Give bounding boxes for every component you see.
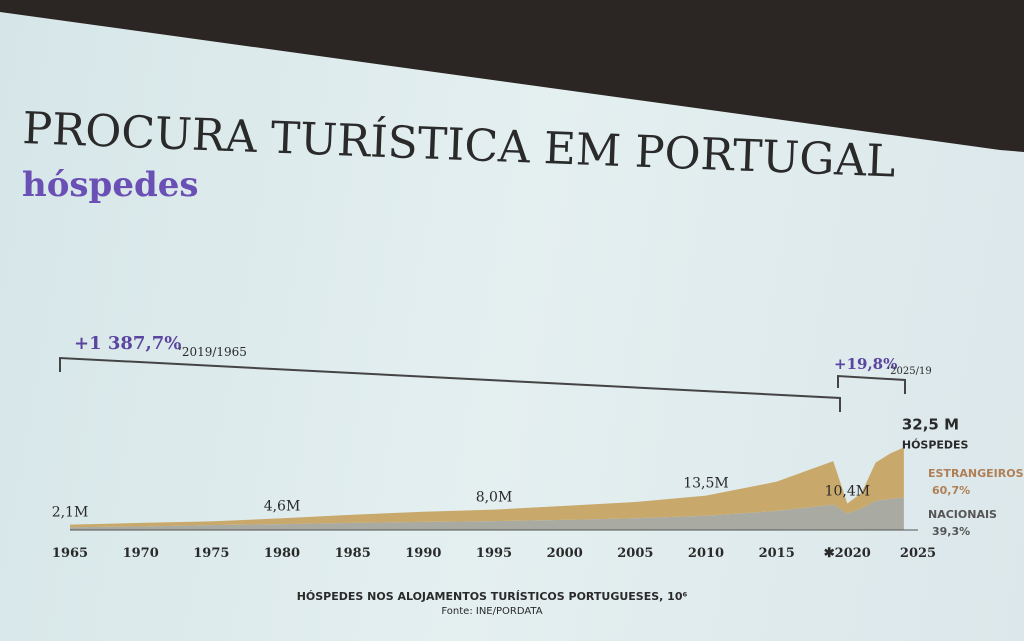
x-tick-label: 1965 xyxy=(52,546,88,561)
growth-annotation: +1 387,7% xyxy=(74,333,181,354)
legend-share: 60,7% xyxy=(932,484,970,497)
chart-subtitle: hóspedes xyxy=(22,165,199,205)
x-tick-label: 1985 xyxy=(335,546,371,561)
x-tick-label: 2010 xyxy=(688,546,724,561)
x-axis-title: HÓSPEDES NOS ALOJAMENTOS TURÍSTICOS PORT… xyxy=(297,590,688,603)
bracket xyxy=(59,356,841,412)
growth-period: ‘2025/19 xyxy=(887,366,932,377)
x-tick-label: 1990 xyxy=(405,546,441,561)
value-label: 2,1M xyxy=(52,505,89,521)
x-tick-label: 2025 xyxy=(900,546,936,561)
value-label: 10,4M xyxy=(825,484,871,500)
value-label: 8,0M xyxy=(476,490,513,506)
x-tick-label: 1975 xyxy=(193,546,229,561)
area xyxy=(70,497,904,530)
value-label: 4,6M xyxy=(264,498,301,514)
x-tick-label: 1970 xyxy=(123,546,159,561)
x-tick-label: ✱2020 xyxy=(824,546,871,561)
source: Fonte: INE/PORDATA xyxy=(441,606,542,617)
x-tick-label: 2015 xyxy=(759,546,795,561)
legend-share: 39,3% xyxy=(932,525,970,538)
area xyxy=(70,447,904,528)
legend-label: NACIONAIS xyxy=(928,508,997,521)
growth-period: ‘2019/1965 xyxy=(178,345,247,359)
x-tick-label: 1980 xyxy=(264,546,300,561)
growth-annotation: +19,8% xyxy=(834,355,897,373)
total-unit: HÓSPEDES xyxy=(902,438,969,451)
total-label: 32,5 M xyxy=(902,415,959,433)
x-tick-label: 2000 xyxy=(547,546,583,561)
legend-label: ESTRANGEIROS xyxy=(928,467,1024,480)
x-tick-label: 1995 xyxy=(476,546,512,561)
bracket xyxy=(837,374,906,394)
value-label: 13,5M xyxy=(683,476,729,492)
x-tick-label: 2005 xyxy=(617,546,653,561)
